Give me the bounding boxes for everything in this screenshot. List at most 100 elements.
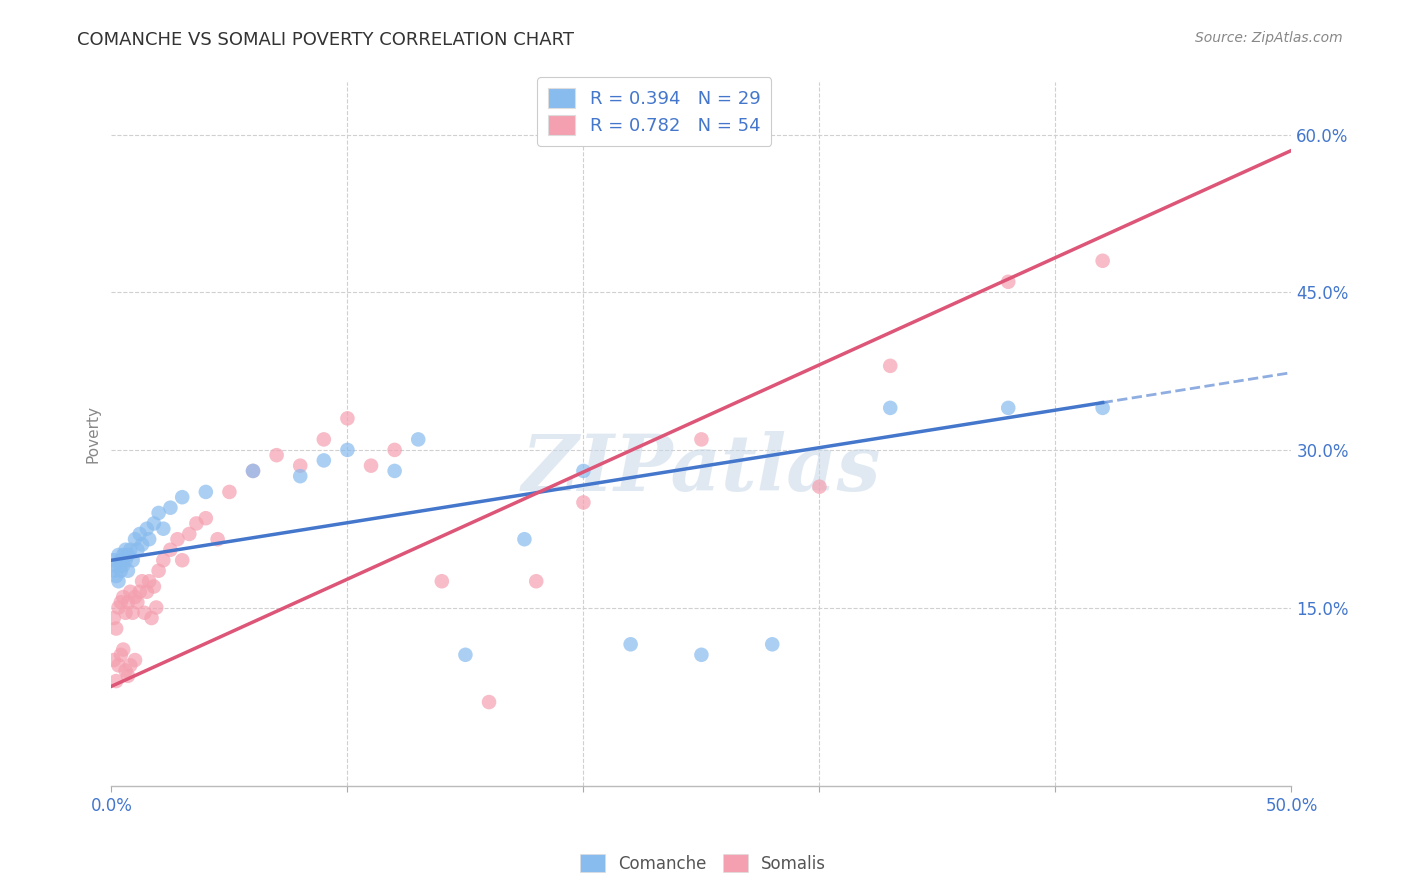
Text: Source: ZipAtlas.com: Source: ZipAtlas.com: [1195, 31, 1343, 45]
Point: [179, 527, 201, 541]
Point: [114, 542, 136, 557]
Point: [124, 590, 146, 604]
Point: [336, 442, 359, 457]
Point: [242, 464, 264, 478]
Point: [117, 548, 139, 562]
Text: COMANCHE VS SOMALI POVERTY CORRELATION CHART: COMANCHE VS SOMALI POVERTY CORRELATION C…: [77, 31, 574, 49]
Point: [384, 442, 406, 457]
Point: [172, 490, 194, 504]
Point: [127, 542, 149, 557]
Point: [312, 433, 335, 447]
Point: [103, 564, 125, 578]
Point: [142, 516, 165, 531]
Point: [152, 553, 174, 567]
Point: [124, 653, 146, 667]
Point: [148, 564, 170, 578]
Point: [690, 648, 713, 662]
Point: [572, 464, 595, 478]
Point: [159, 542, 181, 557]
Point: [430, 574, 453, 589]
Point: [110, 564, 132, 578]
Point: [454, 648, 477, 662]
Point: [148, 506, 170, 520]
Point: [107, 548, 129, 562]
Point: [112, 548, 135, 562]
Point: [103, 611, 125, 625]
Point: [218, 484, 240, 499]
Point: [620, 637, 643, 651]
Point: [152, 522, 174, 536]
Point: [172, 553, 194, 567]
Point: [120, 658, 142, 673]
Point: [105, 674, 128, 689]
Point: [360, 458, 382, 473]
Point: [114, 553, 136, 567]
Point: [406, 433, 429, 447]
Point: [107, 658, 129, 673]
Point: [478, 695, 501, 709]
Point: [105, 569, 128, 583]
Point: [110, 553, 132, 567]
Legend: R = 0.394   N = 29, R = 0.782   N = 54: R = 0.394 N = 29, R = 0.782 N = 54: [537, 77, 772, 145]
Point: [166, 533, 188, 547]
Point: [114, 664, 136, 678]
Point: [513, 533, 536, 547]
Point: [110, 648, 132, 662]
Point: [105, 622, 128, 636]
Point: [114, 606, 136, 620]
Point: [336, 411, 359, 425]
Point: [312, 453, 335, 467]
Y-axis label: Poverty: Poverty: [86, 405, 100, 463]
Point: [138, 574, 160, 589]
Point: [121, 606, 143, 620]
Point: [112, 590, 135, 604]
Point: [384, 464, 406, 478]
Point: [207, 533, 229, 547]
Point: [266, 448, 288, 462]
Point: [135, 584, 157, 599]
Point: [290, 458, 312, 473]
Point: [121, 553, 143, 567]
Point: [761, 637, 783, 651]
Point: [808, 480, 831, 494]
Point: [112, 558, 135, 573]
Point: [145, 600, 167, 615]
Point: [138, 533, 160, 547]
Point: [128, 584, 150, 599]
Point: [127, 595, 149, 609]
Point: [107, 600, 129, 615]
Point: [997, 401, 1019, 415]
Point: [290, 469, 312, 483]
Point: [194, 511, 217, 525]
Point: [135, 522, 157, 536]
Point: [107, 574, 129, 589]
Point: [142, 580, 165, 594]
Point: [124, 533, 146, 547]
Point: [572, 495, 595, 509]
Point: [186, 516, 208, 531]
Point: [690, 433, 713, 447]
Point: [120, 542, 142, 557]
Legend: Comanche, Somalis: Comanche, Somalis: [574, 847, 832, 880]
Point: [1091, 401, 1114, 415]
Point: [879, 359, 901, 373]
Point: [131, 537, 153, 551]
Point: [879, 401, 901, 415]
Point: [194, 484, 217, 499]
Point: [110, 595, 132, 609]
Point: [120, 584, 142, 599]
Point: [103, 653, 125, 667]
Point: [117, 669, 139, 683]
Point: [159, 500, 181, 515]
Point: [1091, 253, 1114, 268]
Point: [141, 611, 163, 625]
Point: [117, 595, 139, 609]
Point: [134, 606, 156, 620]
Point: [128, 527, 150, 541]
Point: [112, 642, 135, 657]
Point: [117, 564, 139, 578]
Point: [131, 574, 153, 589]
Point: [105, 558, 128, 573]
Point: [242, 464, 264, 478]
Point: [103, 553, 125, 567]
